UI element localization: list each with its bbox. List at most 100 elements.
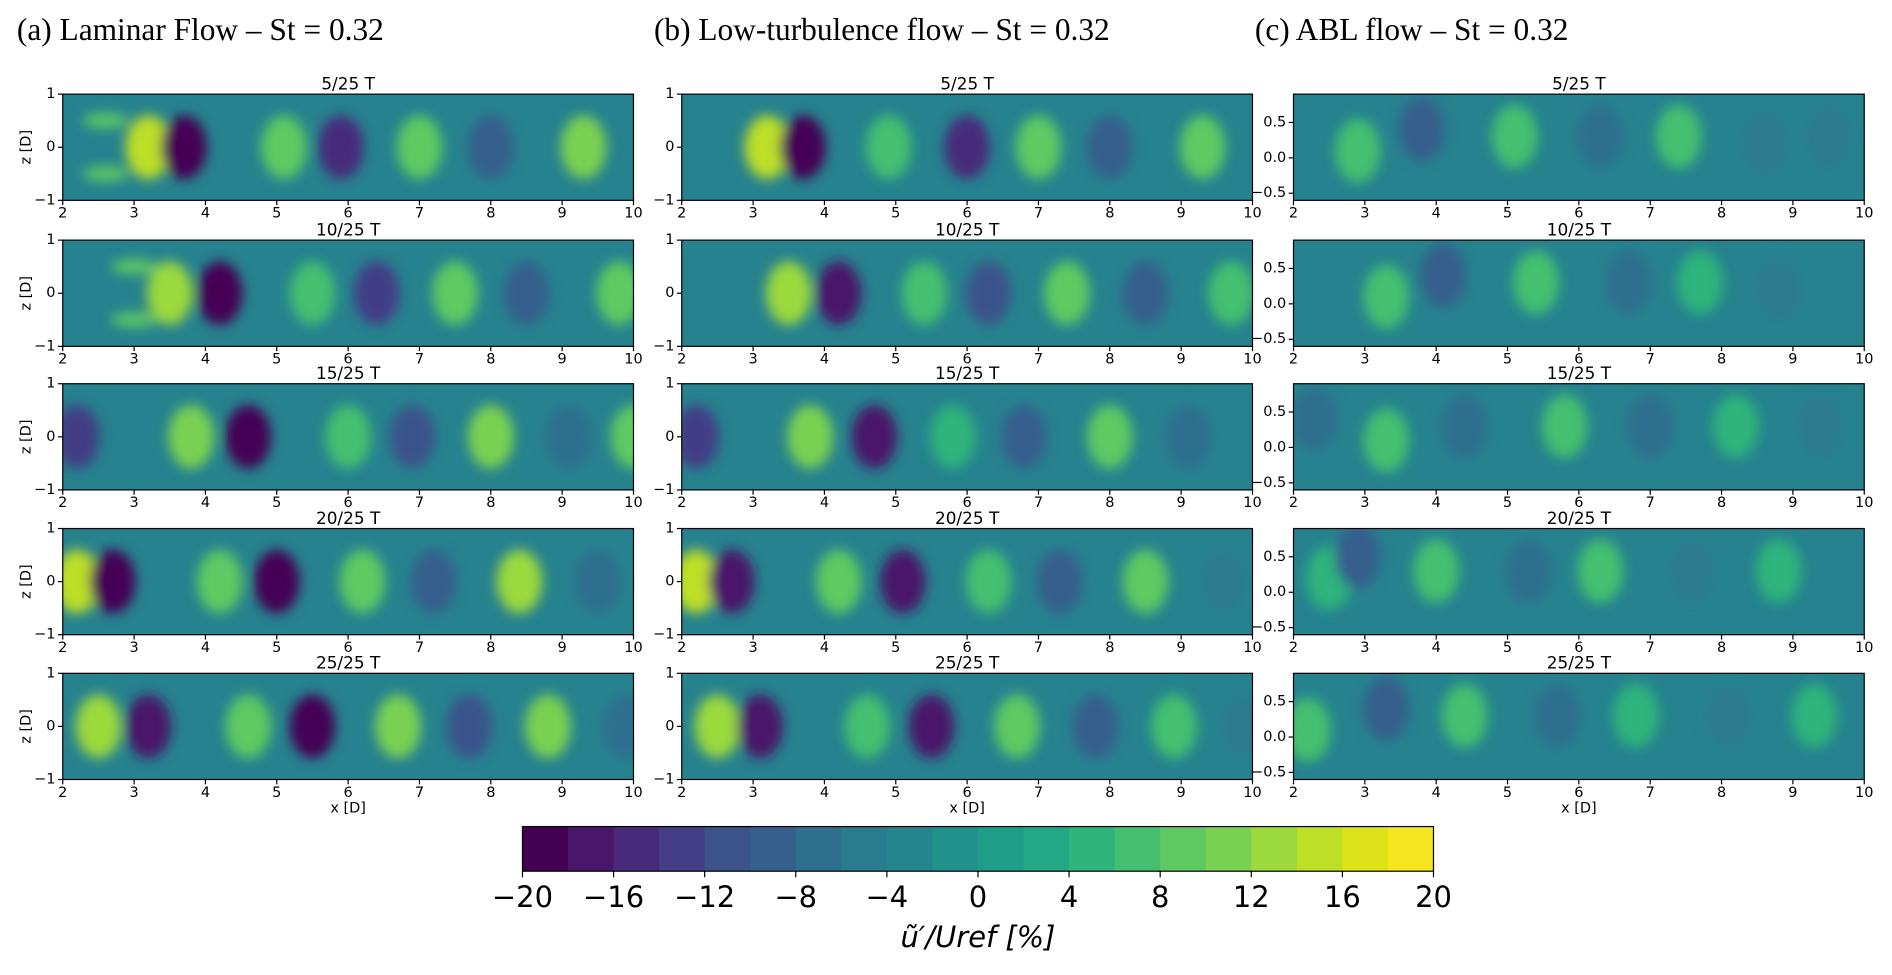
field-core <box>467 404 514 469</box>
x-tick-label: 3 <box>748 206 757 222</box>
panel-title: 5/25 T <box>321 73 375 93</box>
x-tick-label: 5 <box>891 640 900 656</box>
field-core <box>574 549 621 614</box>
field-core <box>694 694 741 759</box>
field-core <box>1705 683 1752 748</box>
x-tick-label: 3 <box>748 352 757 368</box>
field-core <box>1713 394 1759 459</box>
x-tick-label: 5 <box>272 352 281 368</box>
field <box>62 549 621 614</box>
field-core <box>1165 404 1212 469</box>
x-tick-label: 7 <box>1646 352 1655 368</box>
field <box>765 261 1253 326</box>
colorbar-swatch <box>1069 826 1116 872</box>
field-core <box>844 694 891 759</box>
field-core <box>681 404 719 469</box>
x-tick-label: 8 <box>1105 785 1114 801</box>
field-core <box>1491 104 1538 169</box>
field-core <box>503 261 550 326</box>
field-core <box>396 115 443 180</box>
x-tick-label: 9 <box>1177 640 1186 656</box>
field-core <box>1072 694 1119 759</box>
x-tick-label: 10 <box>624 352 642 368</box>
x-tick-label: 9 <box>1177 785 1186 801</box>
x-tick-label: 7 <box>1034 785 1043 801</box>
x-tick-label: 3 <box>1360 640 1369 656</box>
column-title: (a) Laminar Flow – St = 0.32 <box>17 12 384 47</box>
plot-area <box>681 673 1253 780</box>
field-core <box>1293 387 1338 451</box>
y-tick-label: 0.0 <box>1263 150 1286 166</box>
field-core <box>1613 683 1659 748</box>
y-tick-label: 1 <box>665 376 674 392</box>
colorbar-tick-label: −16 <box>583 880 644 914</box>
x-tick-label: 6 <box>344 352 353 368</box>
y-tick-label: 1 <box>665 86 674 102</box>
field-core <box>708 549 755 614</box>
field-core <box>161 115 207 180</box>
y-axis-label: z [D] <box>19 709 35 744</box>
field-core <box>225 404 272 469</box>
x-tick-label: 6 <box>963 640 972 656</box>
field-core <box>168 404 214 469</box>
field-core <box>780 115 826 180</box>
field-core <box>737 694 784 759</box>
x-tick-label: 2 <box>677 206 686 222</box>
field <box>1334 97 1852 183</box>
x-tick-label: 2 <box>677 640 686 656</box>
x-tick-label: 8 <box>486 785 495 801</box>
x-tick-label: 5 <box>272 206 281 222</box>
x-tick-label: 6 <box>344 495 353 511</box>
field-core <box>944 115 990 180</box>
x-tick-label: 3 <box>1360 785 1369 801</box>
x-tick-label: 5 <box>272 495 281 511</box>
x-tick-label: 6 <box>1574 640 1583 656</box>
panel-title: 15/25 T <box>316 363 381 383</box>
x-tick-label: 10 <box>624 640 642 656</box>
x-tick-label: 4 <box>820 206 829 222</box>
x-tick-label: 8 <box>486 495 495 511</box>
field-core <box>1420 243 1467 308</box>
field-core <box>1755 539 1802 603</box>
field-core <box>318 115 364 180</box>
x-tick-label: 7 <box>1646 640 1655 656</box>
x-tick-label: 7 <box>415 495 424 511</box>
x-tick-label: 6 <box>963 785 972 801</box>
x-tick-label: 8 <box>1717 352 1726 368</box>
x-tick-label: 9 <box>558 206 567 222</box>
field-core <box>1441 683 1488 748</box>
x-tick-label: 2 <box>58 352 67 368</box>
panel-title: 25/25 T <box>1547 653 1612 673</box>
field-core <box>1363 408 1410 473</box>
x-tick-label: 10 <box>1243 352 1261 368</box>
x-tick-label: 2 <box>58 640 67 656</box>
field <box>62 404 634 469</box>
y-tick-label: −1 <box>653 482 674 498</box>
field-core <box>1001 404 1048 469</box>
x-tick-label: 5 <box>891 352 900 368</box>
x-tick-label: 3 <box>129 640 138 656</box>
y-tick-label: −1 <box>34 772 55 788</box>
x-tick-label: 8 <box>1717 785 1726 801</box>
field-core <box>432 261 478 326</box>
y-tick-label: 1 <box>46 86 55 102</box>
colorbar-swatch <box>1387 826 1435 872</box>
y-tick-label: 0.0 <box>1263 584 1286 600</box>
x-tick-label: 6 <box>1574 785 1583 801</box>
y-tick-label: 0 <box>46 429 55 445</box>
field-core <box>1122 261 1169 326</box>
x-tick-label: 5 <box>891 206 900 222</box>
field-core <box>261 115 307 180</box>
panel-title: 20/25 T <box>935 508 1000 528</box>
field-core <box>865 115 912 180</box>
y-axis-label: z [D] <box>19 276 35 311</box>
colorbar-swatch <box>659 826 706 872</box>
field-core <box>965 549 1012 614</box>
field <box>694 694 1253 759</box>
column-title: (c) ABL flow – St = 0.32 <box>1255 12 1569 47</box>
field-core <box>1122 549 1169 614</box>
y-tick-label: 0 <box>665 285 674 301</box>
x-tick-label: 3 <box>748 495 757 511</box>
panel-title: 15/25 T <box>935 363 1000 383</box>
x-tick-label: 10 <box>624 495 642 511</box>
